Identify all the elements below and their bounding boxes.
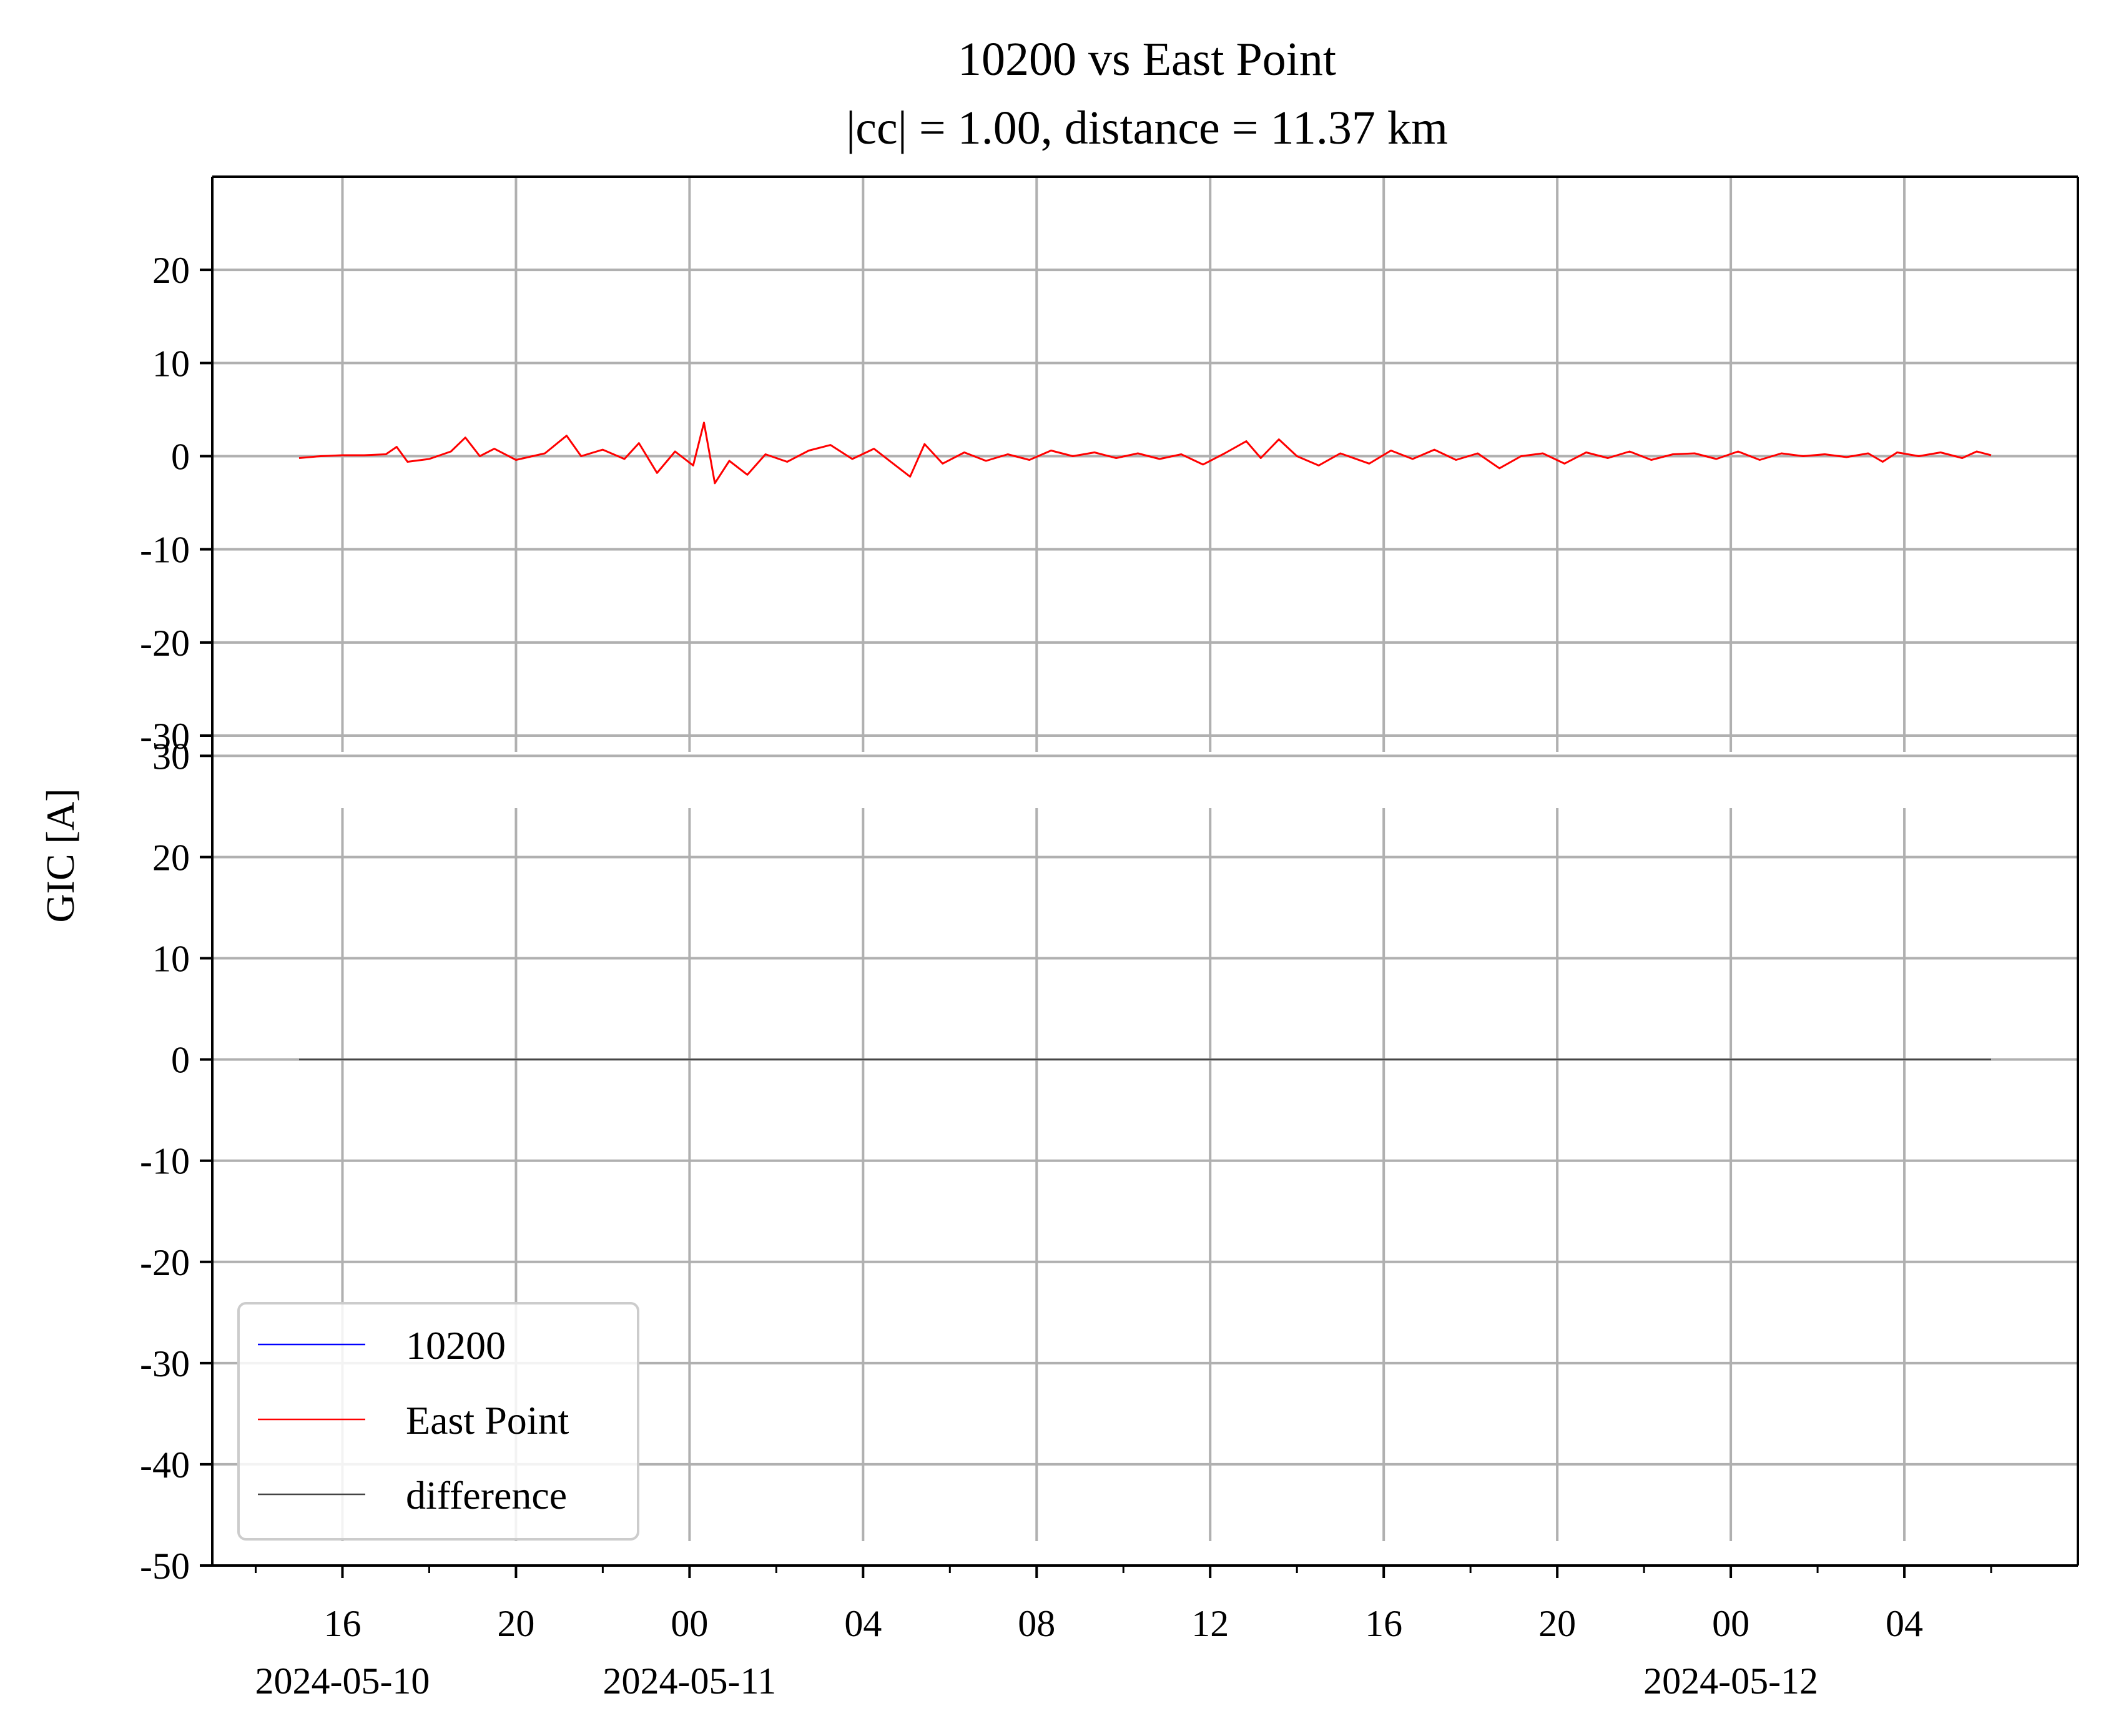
y-tick-label-p0-20: 20 bbox=[152, 250, 190, 291]
legend-label-difference: difference bbox=[406, 1473, 567, 1517]
x-tick-label-2: 00 bbox=[671, 1603, 708, 1644]
series-line-east-point bbox=[298, 422, 1992, 485]
legend-label-east-point: East Point bbox=[406, 1398, 569, 1443]
y-tick-label-p1-10: 10 bbox=[152, 939, 190, 980]
y-tick-label-p1-0: 0 bbox=[171, 1040, 190, 1081]
x-tick-date-label-8: 2024-05-12 bbox=[1643, 1660, 1818, 1702]
y-tick-label-p1--50: -50 bbox=[140, 1546, 190, 1587]
y-tick-label-p1-20: 20 bbox=[152, 837, 190, 878]
x-tick-label-0: 16 bbox=[323, 1603, 361, 1644]
y-tick-label-p0--20: -20 bbox=[140, 623, 190, 664]
y-tick-label-p1--40: -40 bbox=[140, 1444, 190, 1486]
x-tick-label-6: 16 bbox=[1365, 1603, 1402, 1644]
x-tick-label-4: 08 bbox=[1018, 1603, 1055, 1644]
plot-area: -30 -20 -10 0 10 20 -50 -40 -30 -20 -10 0 10 20 30 16 20… bbox=[140, 175, 2079, 1702]
chart-subtitle: |cc| = 1.00, distance = 11.37 km bbox=[846, 102, 1448, 154]
x-tick-label-1: 20 bbox=[497, 1603, 534, 1644]
x-tick-label-7: 20 bbox=[1538, 1603, 1576, 1644]
y-tick-label-p1--20: -20 bbox=[140, 1242, 190, 1283]
legend-label-10200: 10200 bbox=[406, 1323, 506, 1368]
x-tick-label-3: 04 bbox=[844, 1603, 882, 1644]
y-tick-label-p1-30: 30 bbox=[152, 736, 190, 777]
y-axis-label: GIC [A] bbox=[38, 788, 82, 922]
x-tick-label-8: 00 bbox=[1712, 1603, 1749, 1644]
x-tick-date-label-0: 2024-05-10 bbox=[255, 1660, 430, 1702]
chart-title: 10200 vs East Point bbox=[958, 33, 1336, 86]
x-tick-label-5: 12 bbox=[1191, 1603, 1229, 1644]
x-tick-label-9: 04 bbox=[1886, 1603, 1923, 1644]
y-tick-label-p0--30: -30 bbox=[140, 716, 190, 757]
y-tick-label-p1--30: -30 bbox=[140, 1343, 190, 1384]
y-tick-label-p0-0: 0 bbox=[171, 436, 190, 478]
y-tick-label-p0--10: -10 bbox=[140, 530, 190, 571]
legend-box bbox=[237, 1302, 639, 1541]
x-tick-date-label-2: 2024-05-11 bbox=[603, 1660, 777, 1702]
legend: 10200 East Point difference bbox=[237, 1302, 639, 1541]
y-tick-label-p1--10: -10 bbox=[140, 1141, 190, 1182]
y-tick-label-p0-10: 10 bbox=[152, 343, 190, 384]
